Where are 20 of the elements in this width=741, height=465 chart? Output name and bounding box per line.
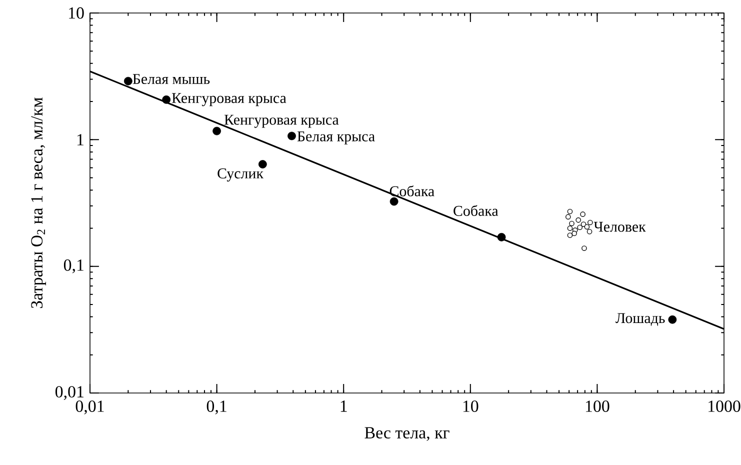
x-tick-label: 10 [463, 400, 478, 412]
annotation: Кенгуровая крыса [224, 114, 339, 128]
x-tick-label: 100 [586, 400, 610, 412]
annotation: Белая мышь [132, 74, 210, 84]
annotation: Собака [390, 185, 434, 196]
y-tick-label: 10 [69, 7, 84, 19]
x-axis-title: Вес тела, кг [364, 427, 450, 441]
annotation: Белая крыса [297, 131, 375, 144]
y-axis-title: Затраты O$_{2}$ на 1 г веса, мл/км [31, 98, 46, 308]
x-tick-label: 1 [340, 400, 347, 412]
y-tick-label: 0,1 [64, 259, 84, 274]
x-tick-label: 0,1 [206, 400, 226, 414]
y-tick-label: 0,01 [55, 386, 84, 400]
series-label: Человек [594, 222, 646, 232]
annotation: Суслик [218, 168, 264, 182]
annotation: Собака [454, 205, 498, 216]
annotation: Лошадь [616, 313, 665, 326]
y-tick-label: 1 [77, 134, 84, 146]
x-tick-label: 1000 [708, 400, 740, 412]
annotation: Кенгуровая крыса [172, 93, 286, 106]
